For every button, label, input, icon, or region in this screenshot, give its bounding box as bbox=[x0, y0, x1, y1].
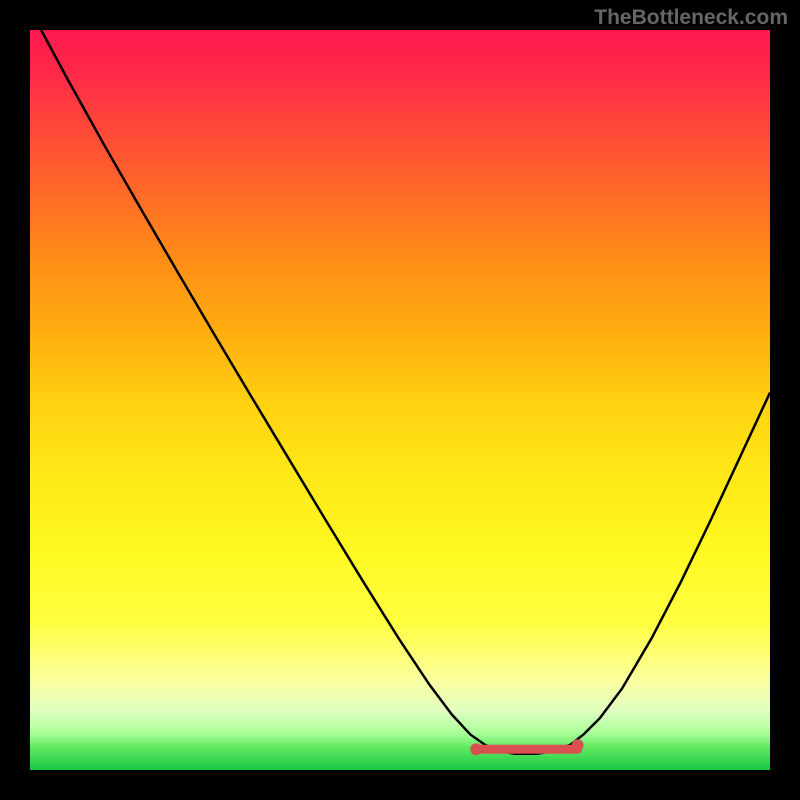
watermark-text: TheBottleneck.com bbox=[594, 6, 788, 30]
minimum-marker-dot-left bbox=[470, 743, 482, 755]
gradient-background bbox=[30, 30, 770, 770]
chart-svg bbox=[30, 30, 770, 770]
minimum-marker-dot-right bbox=[572, 739, 584, 751]
bottleneck-chart bbox=[30, 30, 770, 770]
